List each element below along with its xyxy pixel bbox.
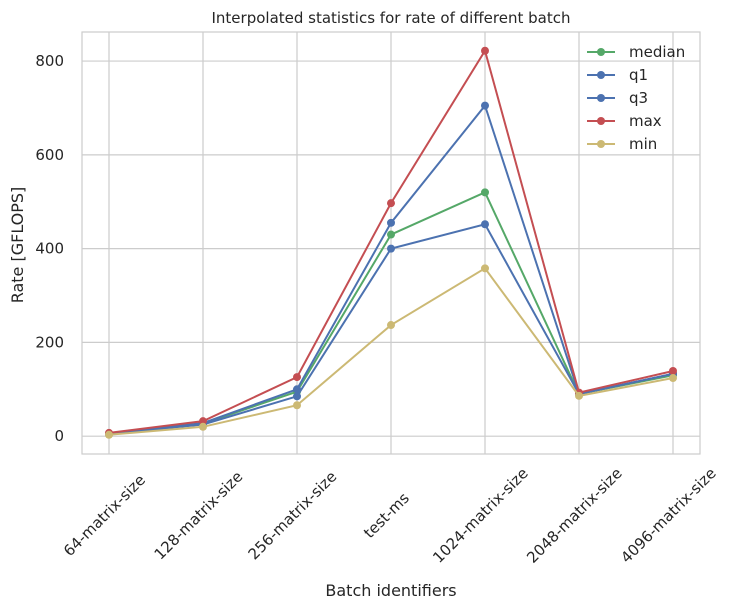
- x-tick-label: 4096-matrix-size: [617, 464, 720, 567]
- y-axis-label: Rate [GFLOPS]: [8, 187, 27, 304]
- series-min: [105, 264, 677, 439]
- legend-entry-max: max: [587, 112, 662, 130]
- data-point-min: [293, 401, 301, 410]
- data-point-max: [481, 46, 489, 55]
- x-tick-label: 256-matrix-size: [245, 468, 341, 564]
- data-point-q3: [293, 385, 301, 394]
- data-point-min: [575, 391, 583, 400]
- legend-entry-min: min: [587, 135, 657, 153]
- y-tick-label: 600: [35, 146, 64, 164]
- y-tick-labels: 0 200 400 600 800: [35, 52, 64, 445]
- legend-entry-median: median: [587, 43, 685, 61]
- chart-title: Interpolated statistics for rate of diff…: [212, 9, 571, 27]
- y-tick-label: 0: [54, 427, 64, 445]
- series-lines: [105, 46, 677, 439]
- legend-marker: [597, 71, 605, 79]
- data-point-min: [199, 422, 207, 431]
- x-tick-label: test-ms: [360, 489, 413, 542]
- legend-marker: [597, 94, 605, 102]
- data-point-q3: [387, 218, 395, 227]
- legend-label: q1: [629, 66, 648, 84]
- data-point-q1: [481, 220, 489, 229]
- data-point-min: [387, 321, 395, 330]
- x-tick-label: 1024-matrix-size: [429, 464, 532, 567]
- y-tick-label: 800: [35, 52, 64, 70]
- legend-label: median: [629, 43, 685, 61]
- x-axis-label: Batch identifiers: [325, 581, 456, 600]
- y-tick-label: 400: [35, 240, 64, 258]
- legend-label: min: [629, 135, 657, 153]
- x-tick-label: 64-matrix-size: [60, 471, 149, 560]
- legend-marker: [597, 117, 605, 125]
- y-tick-label: 200: [35, 333, 64, 351]
- legend-label: max: [629, 112, 662, 130]
- data-point-max: [387, 199, 395, 208]
- x-tick-labels: 64-matrix-size 128-matrix-size256-matrix-…: [60, 464, 720, 567]
- data-point-median: [387, 230, 395, 239]
- legend: median q1 q3 max min: [587, 43, 685, 153]
- data-point-q1: [293, 392, 301, 401]
- legend-marker: [597, 140, 605, 148]
- data-point-max: [199, 417, 207, 426]
- data-point-max: [293, 373, 301, 382]
- legend-entry-q1: q1: [587, 66, 648, 84]
- data-point-min: [105, 430, 113, 439]
- legend-marker: [597, 48, 605, 56]
- data-point-median: [481, 188, 489, 197]
- legend-entry-q3: q3: [587, 89, 648, 107]
- data-point-min: [669, 374, 677, 383]
- legend-label: q3: [629, 89, 648, 107]
- x-tick-label: 128-matrix-size: [151, 468, 247, 564]
- x-tick-label: 2048-matrix-size: [523, 464, 626, 567]
- data-point-max: [669, 367, 677, 376]
- data-point-q3: [481, 101, 489, 110]
- data-point-q1: [387, 244, 395, 253]
- data-point-min: [481, 264, 489, 273]
